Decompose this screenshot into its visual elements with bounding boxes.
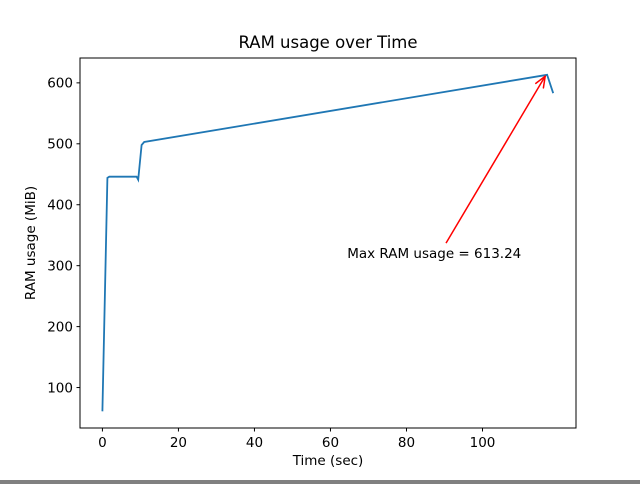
arrow-head xyxy=(542,75,546,89)
x-tick-label: 100 xyxy=(470,435,496,451)
axis-ticks: 0 20 40 60 80 100 100 200 300 400 500 600 xyxy=(47,76,495,451)
x-tick-label: 80 xyxy=(398,435,415,451)
y-tick-label: 500 xyxy=(47,137,73,153)
arrow-shaft xyxy=(445,75,546,244)
data-series xyxy=(101,73,555,412)
y-tick-label: 300 xyxy=(47,258,73,274)
annotation-label: Max RAM usage = 613.24 xyxy=(347,246,521,262)
ram-usage-line xyxy=(101,73,555,412)
x-tick-label: 40 xyxy=(246,435,263,451)
y-tick-label: 400 xyxy=(47,198,73,214)
arrow-head xyxy=(535,75,546,85)
annotation-arrow xyxy=(445,75,546,244)
x-tick-label: 20 xyxy=(170,435,187,451)
y-axis-label: RAM usage (MiB) xyxy=(23,186,39,300)
chart-title: RAM usage over Time xyxy=(238,33,417,52)
y-tick-label: 200 xyxy=(47,319,73,335)
y-tick-label: 100 xyxy=(47,380,73,396)
x-tick-label: 60 xyxy=(322,435,339,451)
plot-area xyxy=(79,57,577,429)
x-axis-label: Time (sec) xyxy=(292,453,364,469)
y-tick-label: 600 xyxy=(47,76,73,92)
x-tick-label: 0 xyxy=(98,435,107,451)
